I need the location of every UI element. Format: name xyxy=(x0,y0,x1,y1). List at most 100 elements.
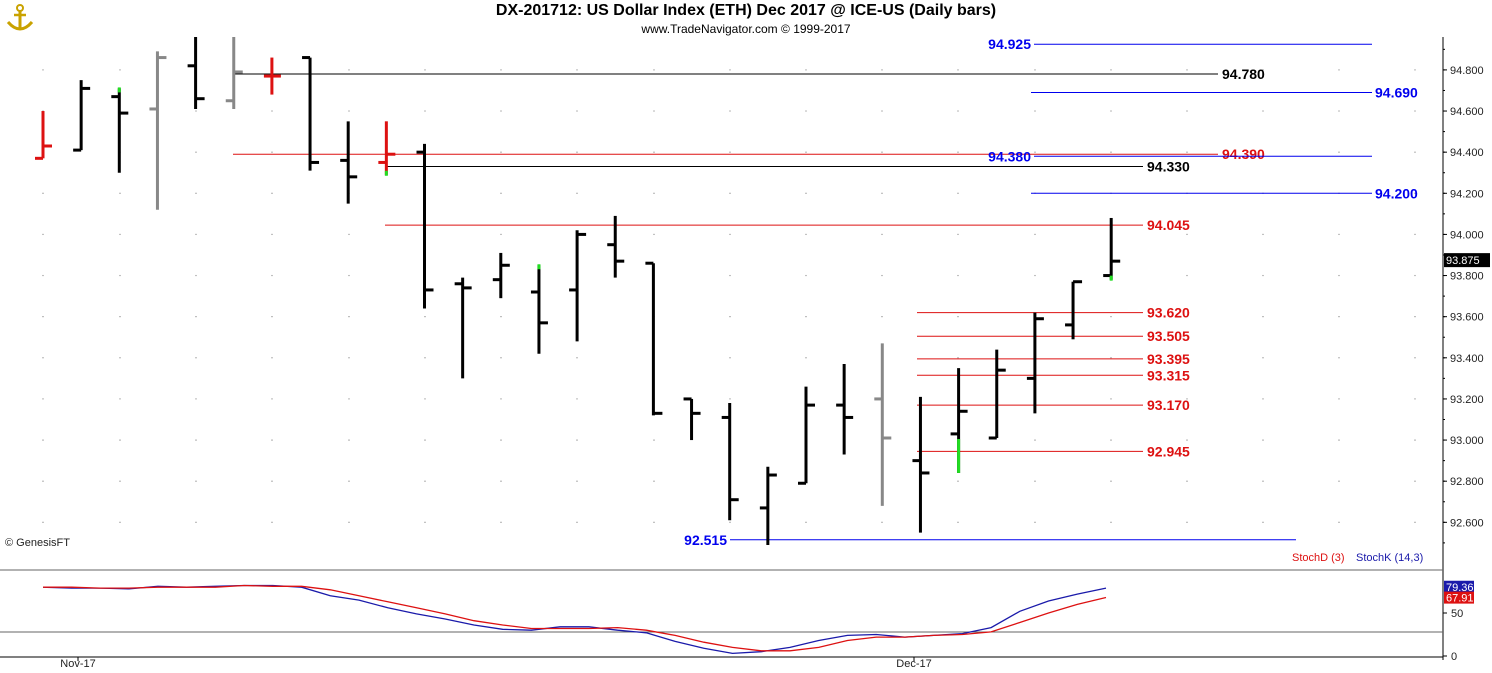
ohlc-bar xyxy=(187,37,205,109)
grid-dot xyxy=(42,274,44,277)
grid-dot xyxy=(1110,521,1112,524)
grid-dot xyxy=(576,480,578,482)
level-label: 94.045 xyxy=(1147,217,1190,233)
grid-dot xyxy=(653,151,655,153)
grid-dot xyxy=(1338,274,1340,277)
grid-dot xyxy=(271,192,273,194)
grid-dot xyxy=(271,110,273,112)
grid-dot xyxy=(729,151,731,153)
grid-dot xyxy=(957,521,959,524)
grid-dot xyxy=(805,69,807,71)
grid-dot xyxy=(1262,69,1264,71)
level-label: 93.620 xyxy=(1147,305,1190,321)
ohlc-bar xyxy=(1065,280,1083,340)
ohlc-bar xyxy=(874,343,892,506)
level-label: 93.315 xyxy=(1147,367,1190,383)
ohlc-bar xyxy=(759,466,777,545)
grid-dot xyxy=(576,439,578,441)
grid-dot xyxy=(1338,480,1340,482)
grid-dot xyxy=(1186,480,1188,482)
grid-dot xyxy=(1338,110,1340,112)
grid-dot xyxy=(1034,233,1036,236)
stoch-y-tick-label: 50 xyxy=(1451,608,1463,620)
grid-dot xyxy=(1262,521,1264,524)
grid-dot xyxy=(271,398,273,400)
grid-dot xyxy=(881,521,883,524)
ohlc-bar xyxy=(1026,312,1044,414)
grid-dot xyxy=(271,357,273,359)
grid-dot xyxy=(500,521,502,524)
grid-dot xyxy=(42,357,44,359)
grid-dot xyxy=(1414,151,1416,153)
grid-dot xyxy=(119,69,121,71)
grid-dot xyxy=(957,192,959,194)
grid-dot xyxy=(195,192,197,194)
y-tick-label: 93.600 xyxy=(1450,312,1484,324)
grid-dot xyxy=(271,151,273,153)
grid-dot xyxy=(424,357,426,359)
grid-dot xyxy=(1034,521,1036,524)
anchor-logo-icon xyxy=(4,2,36,34)
ohlc-bar xyxy=(454,277,472,379)
grid-dot xyxy=(1186,69,1188,71)
grid-dot xyxy=(271,274,273,277)
y-tick-label: 94.200 xyxy=(1450,188,1484,200)
grid-dot xyxy=(805,357,807,359)
grid-dot xyxy=(119,315,121,318)
grid-dot xyxy=(119,439,121,441)
ohlc-bar xyxy=(645,261,663,416)
grid-dot xyxy=(348,110,350,112)
grid-dot xyxy=(500,151,502,153)
grid-dot xyxy=(881,151,883,153)
grid-dot xyxy=(1186,521,1188,524)
grid-dot xyxy=(1414,274,1416,277)
grid-dot xyxy=(348,233,350,236)
grid-dot xyxy=(576,398,578,400)
grid-dot xyxy=(1338,357,1340,359)
grid-dot xyxy=(1262,274,1264,277)
level-label: 94.925 xyxy=(988,36,1031,52)
grid-dot xyxy=(500,398,502,400)
level-label: 93.170 xyxy=(1147,397,1190,413)
grid-dot xyxy=(1110,439,1112,441)
grid-dot xyxy=(1186,315,1188,318)
grid-dot xyxy=(729,521,731,524)
grid-dot xyxy=(1186,110,1188,112)
grid-dot xyxy=(1186,357,1188,359)
ohlc-bar xyxy=(378,121,396,176)
grid-dot xyxy=(957,151,959,153)
grid-dot xyxy=(729,398,731,400)
ohlc-bar xyxy=(912,396,930,533)
stochk-value: 79.36 xyxy=(1446,582,1474,594)
grid-dot xyxy=(42,398,44,400)
grid-dot xyxy=(653,192,655,194)
grid-dot xyxy=(653,110,655,112)
grid-dot xyxy=(1414,69,1416,71)
grid-dot xyxy=(42,233,44,236)
grid-dot xyxy=(805,315,807,318)
level-label: 94.330 xyxy=(1147,159,1190,175)
grid-dot xyxy=(1110,151,1112,153)
level-label: 94.380 xyxy=(988,148,1031,164)
grid-dot xyxy=(500,192,502,194)
grid-dot xyxy=(424,439,426,441)
ohlc-bar xyxy=(73,80,91,152)
grid-dot xyxy=(424,398,426,400)
level-label: 92.945 xyxy=(1147,443,1190,459)
chart-frame xyxy=(0,37,1444,660)
price-levels: 94.925 94.780 94.690 94.390 94.380 94.330 94.2… xyxy=(233,36,1418,548)
grid-dot xyxy=(805,233,807,236)
grid-dot xyxy=(576,69,578,71)
ohlc-bar xyxy=(1103,217,1121,281)
y-tick-label: 92.600 xyxy=(1450,517,1484,529)
grid-dot xyxy=(881,274,883,277)
grid-dot xyxy=(271,439,273,441)
ohlc-bar xyxy=(111,87,129,173)
grid-dot xyxy=(348,357,350,359)
grid-dot xyxy=(42,69,44,71)
grid-dot xyxy=(1414,439,1416,441)
grid-dot xyxy=(500,233,502,236)
ohlc-bars xyxy=(35,37,1121,545)
grid-dot xyxy=(729,315,731,318)
